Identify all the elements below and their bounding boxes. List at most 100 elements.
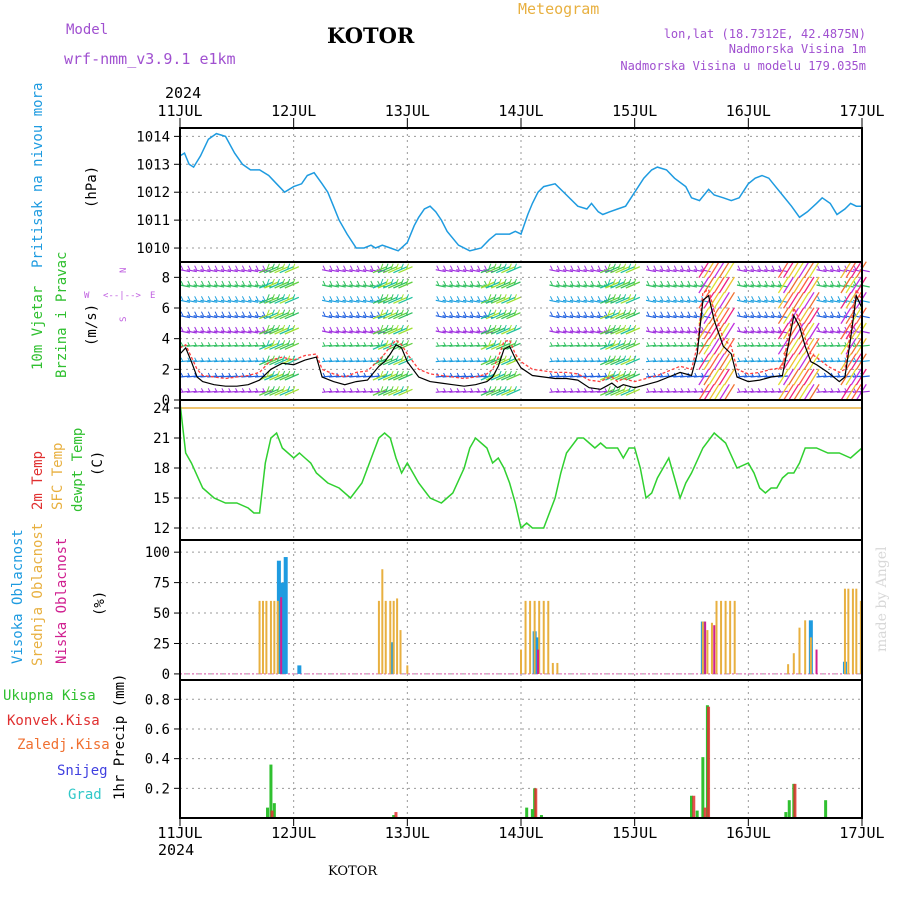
wind-barb-flag xyxy=(584,388,587,393)
wind-barb-flag xyxy=(590,296,594,301)
wind-barb-flag xyxy=(470,388,474,393)
wind-barb xyxy=(377,296,393,304)
wind-barb xyxy=(718,261,730,279)
wind-barb xyxy=(645,315,657,319)
wind-barb-flag xyxy=(577,388,581,393)
wind-barb xyxy=(777,390,788,393)
wind-barb xyxy=(377,327,393,335)
ytick-label: 1013 xyxy=(136,157,170,173)
wind-barb xyxy=(686,269,698,273)
wind-barb xyxy=(254,344,266,347)
wind-barb-flag xyxy=(618,294,621,300)
wind-barb xyxy=(213,299,225,303)
wind-barb-flag xyxy=(194,388,198,393)
wind-barb xyxy=(369,315,380,319)
wind-barb xyxy=(207,315,218,319)
wind-barb xyxy=(362,344,374,347)
wind-barb-flag xyxy=(363,372,367,378)
wind-barb-flag xyxy=(612,355,616,361)
wind-barb-flag xyxy=(221,296,225,301)
wind-barb xyxy=(449,299,460,303)
wind-barb xyxy=(771,344,782,347)
cloud-bar-high xyxy=(390,642,395,674)
wind-barb xyxy=(213,315,225,319)
wind-barb-flag xyxy=(385,294,389,300)
wind-barb-flag xyxy=(271,370,275,377)
wind-barb-flag xyxy=(463,311,467,316)
wind-barb xyxy=(435,390,446,393)
wind-barb xyxy=(713,322,725,340)
wind-barb-flag xyxy=(498,324,502,331)
wind-barb xyxy=(274,342,289,350)
wind-barb xyxy=(708,276,720,294)
wind-barb-flag xyxy=(514,263,517,269)
wind-barb-flag xyxy=(390,386,394,392)
wind-barb xyxy=(569,284,580,288)
wind-barb-flag xyxy=(646,296,650,301)
precip-bar-total xyxy=(272,803,276,818)
wind-barb-flag xyxy=(837,326,841,332)
ytick-label: 18 xyxy=(153,461,170,477)
wind-barb-flag xyxy=(322,265,326,270)
cloud-bar-mid xyxy=(556,662,559,674)
wind-barb xyxy=(462,344,474,347)
wind-barb-flag xyxy=(778,311,782,316)
wind-barb xyxy=(845,383,857,401)
wind-barb-flag xyxy=(484,280,487,286)
wind-barb xyxy=(279,342,294,350)
wind-barb xyxy=(703,291,715,309)
wind-barb xyxy=(442,390,453,393)
wind-barb-flag xyxy=(612,340,616,346)
wind-barb-flag xyxy=(751,388,755,393)
wind-barb xyxy=(777,375,788,378)
wind-barb-flag xyxy=(837,372,841,378)
wind-barb-flag xyxy=(484,296,487,301)
wind-barb xyxy=(823,344,834,347)
wind-barb xyxy=(193,330,204,334)
wind-barb-flag xyxy=(667,357,670,362)
wind-speed-line xyxy=(179,293,863,390)
wind-barb xyxy=(680,375,691,378)
wind-barb xyxy=(743,315,754,319)
wind-barb xyxy=(816,375,827,378)
wind-barb-flag xyxy=(853,388,857,393)
wind-barb-flag xyxy=(248,296,252,301)
wind-barb xyxy=(377,266,393,274)
wind-barb xyxy=(269,266,284,274)
wind-barb xyxy=(625,342,641,350)
wind-barb-flag xyxy=(737,296,741,301)
wind-barb-flag xyxy=(751,342,755,347)
wind-barb-flag xyxy=(262,388,266,393)
wind-barb-flag xyxy=(577,342,581,347)
wind-barb xyxy=(816,299,827,303)
wind-barb-flag xyxy=(477,311,481,316)
wind-barb xyxy=(816,315,827,319)
wind-barb xyxy=(490,312,506,320)
wind-barb-flag xyxy=(493,386,497,392)
wind-barb xyxy=(757,269,768,273)
wind-barb-flag xyxy=(514,386,517,392)
wind-barb-flag xyxy=(737,280,741,286)
wind-barb-flag xyxy=(503,278,507,285)
wind-barb xyxy=(615,281,630,289)
wind-barb xyxy=(750,390,761,393)
wind-barb-flag xyxy=(470,311,474,316)
wind-barb xyxy=(569,330,580,334)
wind-barb xyxy=(703,368,715,386)
wind-barb-flag xyxy=(214,296,218,301)
wind-barb-flag xyxy=(380,370,384,377)
cloud-bar-low xyxy=(713,625,716,674)
wind-barb-flag xyxy=(262,265,266,270)
wind-barb xyxy=(583,284,594,288)
wind-barb xyxy=(615,312,630,320)
wind-barb xyxy=(693,375,704,378)
wind-barb-flag xyxy=(329,388,333,393)
wind-barb xyxy=(328,315,340,319)
wind-barb xyxy=(369,284,380,288)
wind-barb-flag xyxy=(390,309,394,315)
wind-barb-flag xyxy=(207,326,211,332)
precip-bar-total xyxy=(824,800,828,818)
wind-barb-flag xyxy=(262,296,266,301)
wind-barb-flag xyxy=(262,280,266,286)
wind-barb xyxy=(490,296,506,304)
